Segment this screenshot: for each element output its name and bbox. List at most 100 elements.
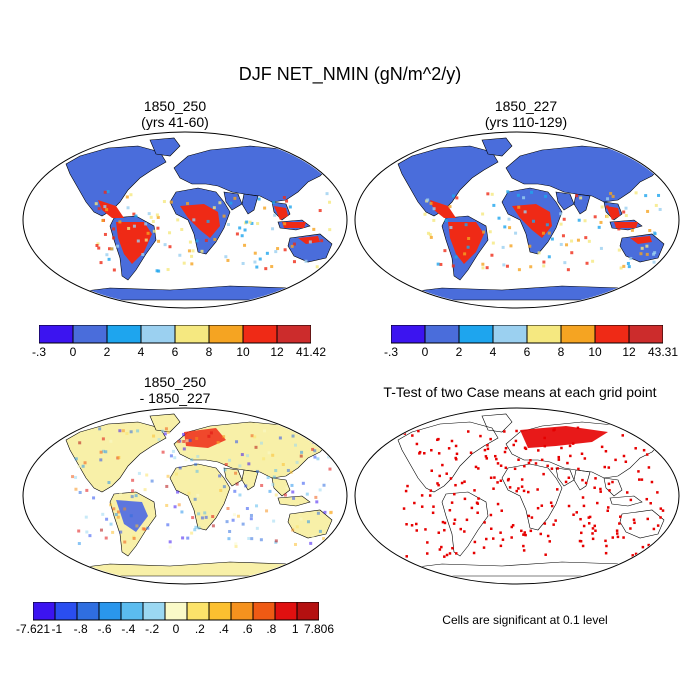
panel-title-line1: 1850_227 — [494, 98, 558, 114]
colorbar-swatch — [33, 602, 56, 621]
colorbar-label: 0 — [172, 622, 180, 636]
panel-title-line2: (yrs 41-60) — [141, 114, 209, 130]
europe-positive — [184, 428, 226, 448]
land-seAsia — [271, 477, 291, 497]
land-northAmerica — [65, 145, 167, 217]
colorbar-label: -.6 — [97, 622, 112, 636]
hot-region-aussieNorth — [630, 236, 652, 244]
land-greenland — [481, 137, 513, 157]
colorbar-swatch — [174, 325, 210, 344]
colorbar-label: .2 — [194, 622, 205, 636]
colorbar-swatch — [424, 325, 460, 344]
colorbar-label: -1 — [51, 622, 63, 636]
land-greenland — [149, 137, 181, 157]
land-australia — [619, 509, 665, 539]
colorbar-label: 6 — [523, 345, 531, 359]
colorbar-label: 7.806 — [303, 622, 335, 636]
hot-region-indoHot — [282, 222, 306, 228]
colorbar-label: 4 — [137, 345, 145, 359]
panel-title-bottom-left: 1850_250 - 1850_227 — [25, 374, 325, 406]
hot-region-westAfrica — [180, 204, 220, 238]
colorbar-swatch — [140, 325, 176, 344]
colorbar-label: 6 — [171, 345, 179, 359]
colorbar-swatch — [628, 325, 663, 344]
colorbar-label: 12 — [622, 345, 636, 359]
hot-region-centralAmerica — [430, 200, 456, 218]
colorbar-swatches — [391, 325, 663, 344]
colorbar-label: 4 — [489, 345, 497, 359]
colorbar-label: 0 — [69, 345, 77, 359]
colorbar-label: 2 — [455, 345, 463, 359]
colorbar-label: -.2 — [145, 622, 160, 636]
colorbar-swatch — [208, 602, 232, 621]
map-top-right — [354, 131, 680, 309]
hot-region-amazon — [448, 222, 484, 264]
colorbar-swatch — [230, 602, 254, 621]
hot-region-aussieNorth — [298, 236, 320, 244]
colorbar-swatch — [492, 325, 528, 344]
colorbar-swatch — [186, 602, 210, 621]
figure-title: DJF NET_NMIN (gN/m^2/y) — [238, 64, 462, 84]
hot-region-centralAmerica — [98, 200, 124, 218]
land-india — [573, 469, 591, 491]
hot-region-seAsiaHot — [606, 206, 620, 220]
colorbar-label: 10 — [588, 345, 602, 359]
colorbar-swatch — [526, 325, 562, 344]
colorbar-swatch — [252, 602, 276, 621]
colorbar-label: 43.31 — [647, 345, 679, 359]
colorbar-label: .4 — [218, 622, 229, 636]
colorbar-label: 2 — [103, 345, 111, 359]
colorbar-swatch — [120, 602, 144, 621]
map-top-left — [22, 131, 348, 309]
land-greenland — [481, 413, 513, 433]
land-africa — [501, 463, 563, 531]
map-bottom-right — [354, 407, 680, 585]
colorbar-swatches — [33, 602, 319, 621]
colorbar-swatch — [276, 325, 311, 344]
panel-title-top-left: 1850_250 (yrs 41-60) — [25, 98, 325, 130]
colorbar-swatch — [76, 602, 100, 621]
colorbar-label: -7.621 — [15, 622, 51, 636]
land-arabia — [555, 467, 575, 487]
colorbar-swatch — [274, 602, 298, 621]
colorbar-label: 10 — [236, 345, 250, 359]
colorbar-swatch — [54, 602, 78, 621]
colorbar-swatch — [72, 325, 108, 344]
panel-title-line2: - 1850_227 — [139, 390, 211, 406]
colorbar-label: .6 — [242, 622, 253, 636]
colorbar-label: -.4 — [121, 622, 136, 636]
colorbar-label: 12 — [270, 345, 284, 359]
colorbar-swatch — [208, 325, 244, 344]
colorbar-swatch — [296, 602, 319, 621]
colorbar-swatch — [242, 325, 278, 344]
colorbar-swatch — [164, 602, 188, 621]
map-border — [354, 407, 680, 585]
land-arabia — [223, 191, 243, 211]
colorbar-label: .8 — [266, 622, 277, 636]
colorbar-label: 41.42 — [295, 345, 327, 359]
colorbar-label: -.3 — [31, 345, 47, 359]
land-europeAsia — [173, 145, 331, 203]
colorbar-swatch — [594, 325, 630, 344]
land-indonesia — [609, 495, 643, 507]
land-india — [573, 193, 591, 215]
hot-region-amazon — [116, 222, 152, 264]
colorbar-swatch — [560, 325, 596, 344]
land-southAmerica — [441, 491, 489, 557]
land-arabia — [555, 191, 575, 211]
land-europeAsia — [505, 421, 663, 479]
panel-title-line2: (yrs 110-129) — [484, 114, 568, 130]
panel-title-bottom-right: T-Test of two Case means at each grid po… — [383, 384, 657, 400]
panel-title-line1: 1850_250 — [143, 98, 207, 114]
panel-title-line1: 1850_250 — [143, 374, 207, 390]
colorbar-label: -.8 — [73, 622, 88, 636]
significant-cluster — [520, 426, 608, 448]
hot-region-seAsiaHot — [274, 206, 288, 220]
colorbar-swatch — [458, 325, 494, 344]
colorbar-swatch — [98, 602, 122, 621]
hot-region-indoHot — [614, 222, 638, 228]
colorbar-label: 1 — [291, 622, 299, 636]
panel-title-top-right: 1850_227 (yrs 110-129) — [376, 98, 676, 130]
colorbar-swatch — [39, 325, 74, 344]
colorbar-swatch — [142, 602, 166, 621]
